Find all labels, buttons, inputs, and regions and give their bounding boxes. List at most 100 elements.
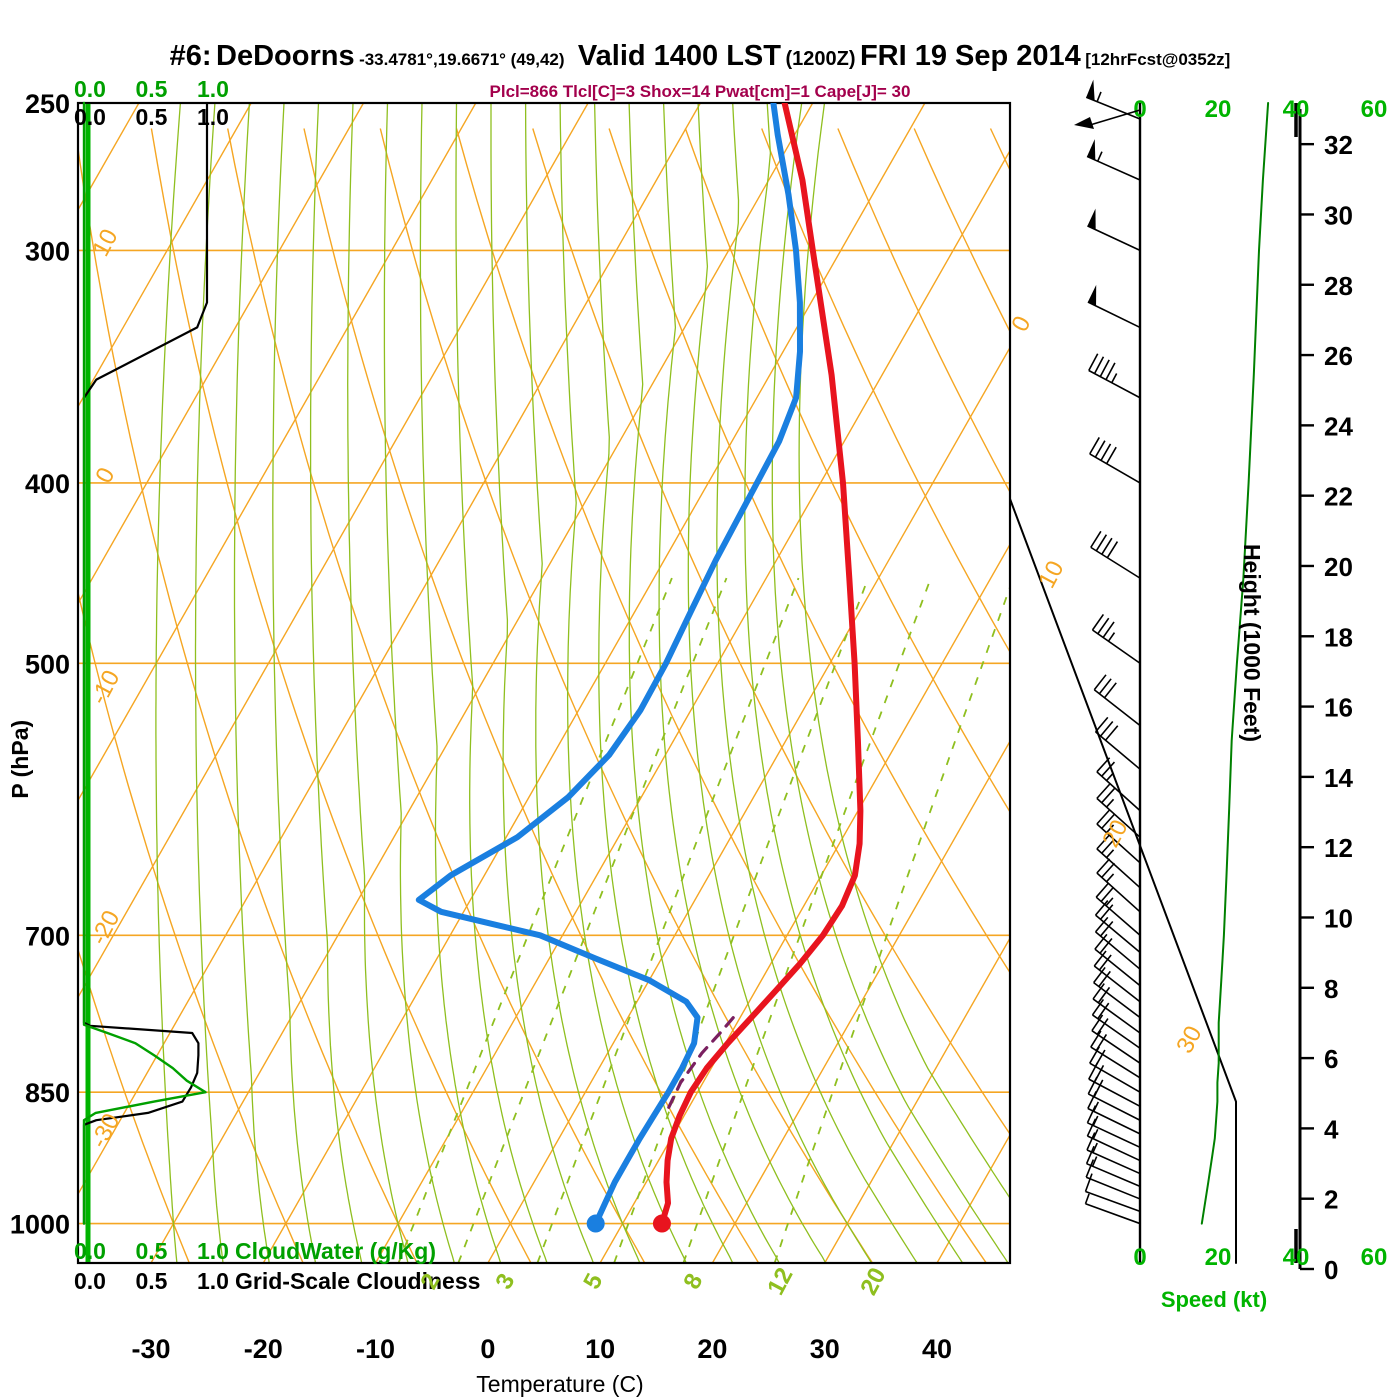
isotherm-0 <box>487 346 1010 1263</box>
height-tick-4: 4 <box>1324 1114 1339 1144</box>
forecast-tag: [12hrFcst@0352z] <box>1085 50 1231 69</box>
pressure-tick-850: 850 <box>25 1078 70 1108</box>
moist-adiabat--6 <box>383 103 455 1263</box>
moist-adiabat-26 <box>658 103 827 1263</box>
height-tick-24: 24 <box>1324 411 1353 441</box>
wind-barb <box>1091 1014 1141 1064</box>
cloudiness-tick-bottom-2: 1.0 <box>197 1268 229 1294</box>
moist-adiabat--14 <box>309 103 363 1263</box>
height-tick-8: 8 <box>1324 974 1338 1004</box>
cloudiness-tick-bottom-0: 0.0 <box>74 1268 106 1294</box>
dry-adiabat-60 <box>608 128 1010 974</box>
isotherm--40 <box>78 103 702 1196</box>
wind-barb <box>1088 1061 1141 1108</box>
dry-adiabat-label-right-20: 20 <box>1097 816 1133 852</box>
wind-barb <box>1086 1132 1141 1175</box>
wind-barb <box>1095 882 1141 936</box>
wind-barb <box>1086 1118 1141 1162</box>
wind-barb <box>1089 437 1141 484</box>
pressure-tick-500: 500 <box>25 649 70 679</box>
wind-barb <box>1090 1030 1141 1079</box>
height-tick-30: 30 <box>1324 200 1353 230</box>
isotherm-10 <box>599 543 1010 1263</box>
wind-barb <box>1086 139 1141 181</box>
isotherm--70 <box>78 103 365 605</box>
mixing-ratio-label-5: 5 <box>578 1269 608 1293</box>
wind-direction-arrow-icon <box>1074 109 1141 129</box>
dry-adiabat-label-left--10: -10 <box>85 666 125 709</box>
wind-barb <box>1090 530 1141 579</box>
temperature-tick-30: 30 <box>810 1334 840 1364</box>
derived-params: Plcl=866 Tlcl[C]=3 Shox=14 Pwat[cm]=1 Ca… <box>489 82 911 101</box>
dewpoint-trace <box>415 103 803 1227</box>
sounding-traces <box>415 103 864 1227</box>
dry-adiabat-label-right-30: 30 <box>1171 1022 1207 1058</box>
wind-speed-curve <box>1200 102 1270 1225</box>
height-tick-26: 26 <box>1324 341 1353 371</box>
pressure-tick-700: 700 <box>25 921 70 951</box>
temperature-tick-0: 0 <box>480 1334 495 1364</box>
valid-date: FRI 19 Sep 2014 <box>859 40 1081 72</box>
dry-adiabat--30 <box>78 947 190 1263</box>
pressure-tick-1000: 1000 <box>10 1210 70 1240</box>
wind-barb <box>1093 674 1141 727</box>
isotherm--50 <box>78 103 589 999</box>
dry-adiabat-10 <box>227 128 646 1263</box>
height-tick-16: 16 <box>1324 693 1353 723</box>
valid-zulu: (1200Z) <box>785 48 856 70</box>
surface-temperature-marker <box>652 1214 671 1233</box>
pressure-tick-400: 400 <box>25 469 70 499</box>
speed-tick-top-20: 20 <box>1205 96 1232 123</box>
wind-barb <box>1091 613 1141 664</box>
dry-adiabat-70 <box>684 128 1010 814</box>
isotherm--20 <box>262 103 926 1263</box>
height-tick-0: 0 <box>1324 1255 1338 1285</box>
station-name: DeDoorns <box>216 40 355 72</box>
cloudiness-axis-label: Grid-Scale Cloudiness <box>235 1268 480 1294</box>
height-axis-label: Height (1000 Feet) <box>1239 544 1265 742</box>
surface-dewpoint-marker <box>586 1214 605 1233</box>
temperature-tick--20: -20 <box>244 1334 283 1364</box>
temperature-tick--10: -10 <box>356 1334 395 1364</box>
mixing-ratio-label-8: 8 <box>678 1269 708 1293</box>
wind-barb <box>1085 1159 1141 1200</box>
moist-adiabat-2 <box>455 103 548 1263</box>
moist-adiabat-30 <box>687 103 873 1263</box>
wind-barb <box>1084 1173 1141 1213</box>
isotherm--100 <box>0 103 27 1263</box>
skewt-right-boundary <box>1009 102 1237 1264</box>
isotherm-30 <box>824 936 1010 1263</box>
height-tick-12: 12 <box>1324 833 1353 863</box>
cloudiness-tick-top-0: 0.0 <box>74 104 106 130</box>
height-tick-6: 6 <box>1324 1044 1338 1074</box>
moist-adiabat-22 <box>628 103 780 1263</box>
wind-barb <box>1093 950 1141 1003</box>
speed-tick-bottom-0: 0 <box>1133 1244 1146 1271</box>
cloudwater-tick-bottom-2: 1.0 <box>197 1238 229 1264</box>
moist-adiabat-14 <box>559 103 687 1263</box>
pressure-tick-300: 300 <box>25 236 70 266</box>
cloudwater-curve <box>82 101 207 1225</box>
speed-tick-top-40: 40 <box>1283 96 1310 123</box>
wind-barb <box>1094 900 1141 954</box>
height-tick-10: 10 <box>1324 903 1353 933</box>
height-tick-2: 2 <box>1324 1185 1338 1215</box>
dry-adiabat-label-left-10: 10 <box>87 225 123 261</box>
wind-barb <box>1084 1193 1141 1225</box>
mixing-ratio-label-3: 3 <box>490 1269 520 1293</box>
wind-barb <box>1088 353 1141 399</box>
mixing-ratio-5 <box>536 577 800 1263</box>
wind-barb <box>1094 716 1141 770</box>
moist-adiabat-10 <box>524 103 641 1263</box>
speed-tick-bottom-40: 40 <box>1283 1244 1310 1271</box>
height-tick-32: 32 <box>1324 130 1353 160</box>
wind-barb <box>1096 858 1141 913</box>
mixing-ratio-12 <box>682 577 932 1263</box>
wind-barb <box>1085 1145 1141 1188</box>
speed-tick-top-0: 0 <box>1133 96 1146 123</box>
cloudiness-tick-top-1: 0.5 <box>136 104 168 130</box>
height-tick-20: 20 <box>1324 552 1353 582</box>
temperature-tick-10: 10 <box>585 1334 615 1364</box>
page-title: #6: DeDoorns -33.4781°,19.6671° (49,42) … <box>0 40 1400 73</box>
